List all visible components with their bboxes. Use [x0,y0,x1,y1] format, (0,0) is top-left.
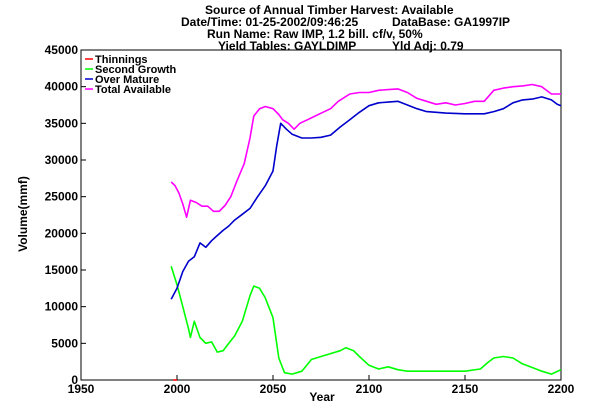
y-axis-label: Volume(mmf) [16,176,30,252]
series-line-total-available [170,83,561,218]
y-tick-label: 30000 [45,153,79,167]
y-tick-label: 10000 [45,300,79,314]
y-tick-label: 25000 [45,190,79,204]
series-line-over-mature [170,96,562,300]
header-yield-tables: Yield Tables: GAYLDIMP [218,39,357,53]
x-tick-label: 2100 [356,382,383,396]
header-yld-adj: Yld Adj: 0.79 [392,39,464,53]
header-title: Source of Annual Timber Harvest: Availab… [205,3,454,17]
y-tick-label: 35000 [45,116,79,130]
y-tick-label: 20000 [45,226,79,240]
x-axis-label: Year [309,390,335,404]
x-tick-label: 2200 [548,382,575,396]
legend-label: Thinnings [95,54,148,66]
legend-label: Over Mature [95,74,159,86]
y-tick-label: 0 [71,373,78,387]
header-database: DataBase: GA1997IP [392,15,511,29]
y-tick-label: 5000 [51,336,78,350]
series-line-second-growth [170,266,562,375]
header-run-name: Run Name: Raw IMP, 1.2 bill. cf/v, 50% [207,27,423,41]
legend-label: Total Available [95,84,171,96]
y-tick-label: 15000 [45,263,79,277]
y-tick-label: 40000 [45,80,79,94]
x-tick-label: 2000 [164,382,191,396]
header-datetime: Date/Time: 01-25-2002/09:46:25 [181,15,359,29]
legend-label: Second Growth [95,64,177,76]
y-tick-label: 45000 [45,43,79,57]
x-tick-label: 2150 [452,382,479,396]
x-tick-label: 1950 [68,382,95,396]
x-tick-label: 2050 [260,382,287,396]
plot-area-frame [80,49,562,381]
